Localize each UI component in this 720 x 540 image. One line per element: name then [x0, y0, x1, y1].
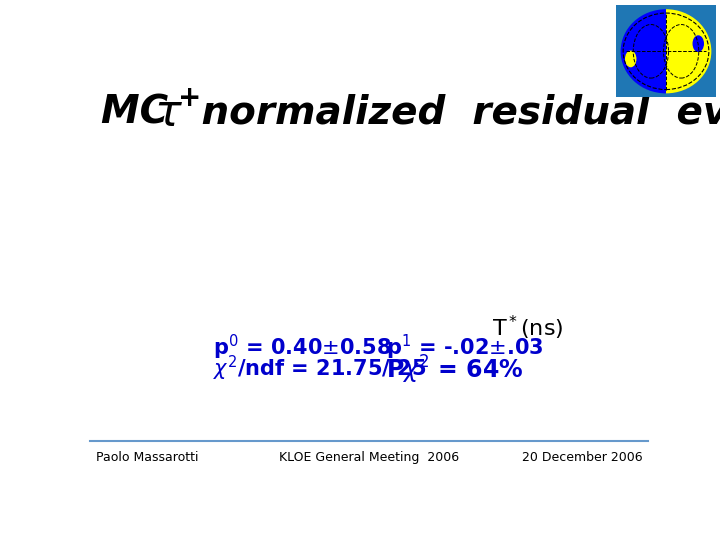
Bar	[616, 5, 666, 97]
Text: KLOE General Meeting  2006: KLOE General Meeting 2006	[279, 451, 459, 464]
Text: normalized  residual  evaluation: normalized residual evaluation	[188, 94, 720, 132]
Text: 20 December 2006: 20 December 2006	[522, 451, 642, 464]
Text: +: +	[178, 84, 202, 112]
Text: MC: MC	[101, 94, 181, 132]
Text: Paolo Massarotti: Paolo Massarotti	[96, 451, 198, 464]
Circle shape	[626, 51, 636, 66]
Text: p$^1$ = -.02$\pm$.03: p$^1$ = -.02$\pm$.03	[386, 333, 544, 362]
Circle shape	[693, 36, 703, 51]
Text: p$^0$ = 0.40$\pm$0.58: p$^0$ = 0.40$\pm$0.58	[213, 333, 391, 362]
Text: P$\chi^2$ = 64%: P$\chi^2$ = 64%	[386, 354, 523, 386]
Ellipse shape	[621, 9, 711, 93]
Text: $\chi^2$/ndf = 21.75/ 25: $\chi^2$/ndf = 21.75/ 25	[213, 354, 426, 383]
Bar	[666, 5, 716, 97]
Ellipse shape	[621, 9, 711, 93]
Text: $\tau$: $\tau$	[154, 92, 183, 135]
Text: T$^*$(ns): T$^*$(ns)	[492, 314, 563, 342]
